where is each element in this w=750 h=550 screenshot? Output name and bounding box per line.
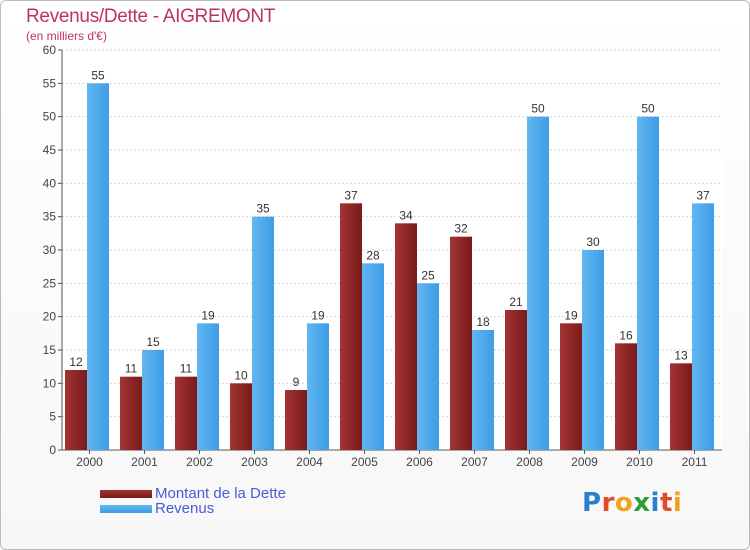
- bar-revenue: [472, 330, 494, 450]
- bar-debt: [285, 390, 307, 450]
- bar-debt: [450, 236, 472, 450]
- data-label-debt: 13: [674, 348, 688, 362]
- bar-debt: [615, 343, 637, 450]
- x-tick-label: 2011: [682, 455, 708, 469]
- data-label-revenue: 28: [366, 248, 380, 262]
- y-tick-label: 55: [43, 76, 57, 90]
- bar-debt: [560, 323, 582, 450]
- bar-revenue: [692, 203, 714, 450]
- data-label-debt: 16: [619, 328, 633, 342]
- bar-revenue: [362, 263, 384, 450]
- logo-letter: r: [601, 488, 615, 518]
- data-label-debt: 11: [180, 362, 193, 376]
- logo-letter: i: [650, 488, 660, 518]
- data-label-revenue: 50: [641, 102, 655, 116]
- data-label-revenue: 30: [586, 235, 600, 249]
- y-tick-label: 25: [43, 276, 57, 290]
- y-tick-label: 15: [43, 343, 57, 357]
- y-tick-label: 30: [43, 243, 57, 257]
- data-label-revenue: 50: [531, 102, 545, 116]
- bar-revenue: [252, 216, 274, 450]
- data-label-debt: 37: [344, 188, 358, 202]
- bar-debt: [340, 203, 362, 450]
- bar-revenue: [527, 116, 549, 451]
- x-tick-label: 2001: [131, 455, 158, 469]
- data-label-revenue: 55: [91, 68, 105, 82]
- data-label-revenue: 15: [146, 335, 160, 349]
- y-tick-label: 5: [49, 410, 56, 424]
- data-label-debt: 9: [293, 375, 300, 389]
- data-label-debt: 34: [399, 208, 413, 222]
- bar-debt: [65, 370, 87, 450]
- legend-swatch-revenue: [100, 505, 152, 513]
- chart-title: Revenus/Dette - AIGREMONT: [26, 6, 276, 27]
- data-label-debt: 19: [564, 308, 578, 322]
- x-tick-label: 2007: [461, 455, 488, 469]
- logo-letter: t: [659, 488, 673, 518]
- data-label-revenue: 37: [696, 188, 710, 202]
- bar-debt: [505, 310, 527, 450]
- x-tick-label: 2000: [76, 455, 103, 469]
- bar-debt: [670, 363, 692, 450]
- data-label-debt: 21: [509, 295, 523, 309]
- bar-debt: [175, 376, 197, 450]
- x-tick-label: 2009: [571, 455, 598, 469]
- bar-revenue: [307, 323, 329, 450]
- bar-revenue: [197, 323, 219, 450]
- legend-label-debt: Montant de la Dette: [155, 485, 286, 502]
- data-label-revenue: 19: [201, 308, 215, 322]
- logo-letter: P: [582, 488, 602, 518]
- bar-debt: [230, 383, 252, 450]
- data-label-debt: 10: [234, 368, 248, 382]
- x-tick-label: 2010: [626, 455, 653, 469]
- y-tick-label: 50: [43, 110, 57, 124]
- proxiti-logo: Proxiti: [582, 488, 682, 518]
- x-tick-label: 2002: [186, 455, 213, 469]
- bar-revenue: [417, 283, 439, 450]
- bar-revenue: [142, 350, 164, 450]
- x-tick-label: 2006: [406, 455, 433, 469]
- chart-subtitle: (en milliers d'€): [26, 29, 107, 43]
- logo-letter: x: [633, 488, 651, 518]
- x-tick-label: 2004: [296, 455, 323, 469]
- y-tick-label: 0: [49, 443, 56, 457]
- y-tick-label: 20: [43, 310, 57, 324]
- data-label-revenue: 35: [256, 202, 270, 216]
- legend-label-revenue: Revenus: [155, 500, 215, 517]
- bar-debt: [120, 376, 142, 450]
- y-tick-label: 60: [43, 43, 57, 57]
- x-tick-label: 2005: [351, 455, 378, 469]
- bar-revenue: [87, 83, 109, 450]
- bar-revenue: [637, 116, 659, 451]
- data-label-revenue: 19: [311, 308, 325, 322]
- y-tick-label: 35: [43, 210, 57, 224]
- data-label-debt: 32: [454, 222, 468, 236]
- legend-swatch-debt: [100, 490, 152, 498]
- data-label-revenue: 18: [476, 315, 490, 329]
- logo-letter: o: [614, 488, 634, 518]
- x-tick-label: 2003: [241, 455, 268, 469]
- bar-revenue: [582, 250, 604, 450]
- bar-debt: [395, 223, 417, 450]
- y-tick-label: 45: [43, 143, 57, 157]
- logo-letter: i: [672, 488, 683, 518]
- data-label-debt: 11: [125, 362, 138, 376]
- data-label-revenue: 25: [421, 268, 435, 282]
- data-label-debt: 12: [69, 355, 83, 369]
- x-tick-label: 2008: [516, 455, 543, 469]
- y-tick-label: 10: [43, 376, 57, 390]
- y-tick-label: 40: [43, 176, 57, 190]
